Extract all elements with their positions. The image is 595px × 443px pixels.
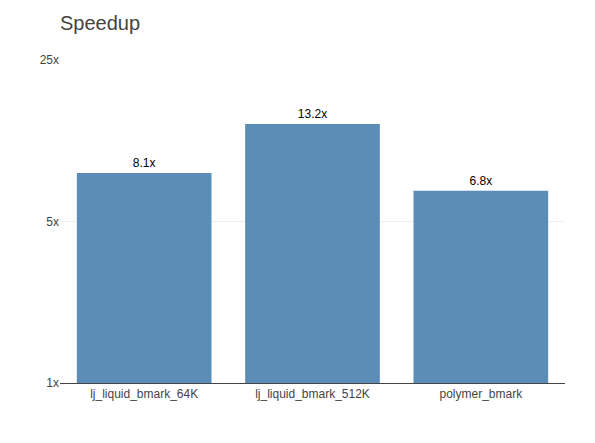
svg-text:polymer_bmark: polymer_bmark: [439, 387, 523, 401]
svg-text:5x: 5x: [46, 215, 59, 229]
svg-text:13.2x: 13.2x: [298, 107, 327, 121]
svg-text:lj_liquid_bmark_512K: lj_liquid_bmark_512K: [255, 387, 370, 401]
svg-text:Speedup: Speedup: [60, 12, 140, 34]
svg-text:8.1x: 8.1x: [133, 156, 156, 170]
svg-text:lj_liquid_bmark_64K: lj_liquid_bmark_64K: [90, 387, 198, 401]
svg-text:6.8x: 6.8x: [469, 174, 492, 188]
svg-text:1x: 1x: [46, 376, 59, 390]
svg-text:25x: 25x: [40, 53, 59, 67]
